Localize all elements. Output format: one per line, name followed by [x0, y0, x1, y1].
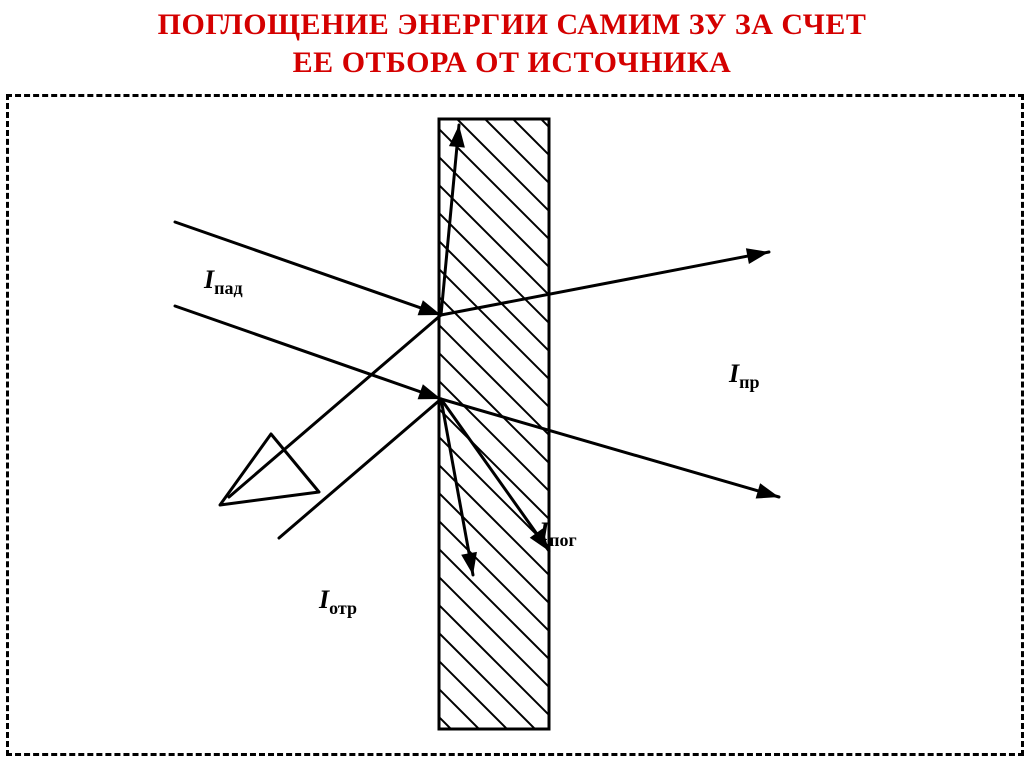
title-line-2: ЕЕ ОТБОРА ОТ ИСТОЧНИКА [293, 46, 732, 79]
diagram-frame: Iпад Iотр Iпог Iпр [6, 94, 1024, 756]
label-transmitted: Iпр [729, 359, 760, 393]
label-reflected: Iотр [319, 585, 357, 619]
label-incident: Iпад [204, 265, 243, 299]
title-line-1: ПОГЛОЩЕНИЕ ЭНЕРГИИ САМИМ ЗУ ЗА СЧЕТ [158, 8, 867, 41]
label-absorbed: Iпог [539, 517, 577, 551]
page-title: ПОГЛОЩЕНИЕ ЭНЕРГИИ САМИМ ЗУ ЗА СЧЕТ ЕЕ О… [0, 6, 1024, 81]
diagram-svg [9, 97, 1021, 753]
